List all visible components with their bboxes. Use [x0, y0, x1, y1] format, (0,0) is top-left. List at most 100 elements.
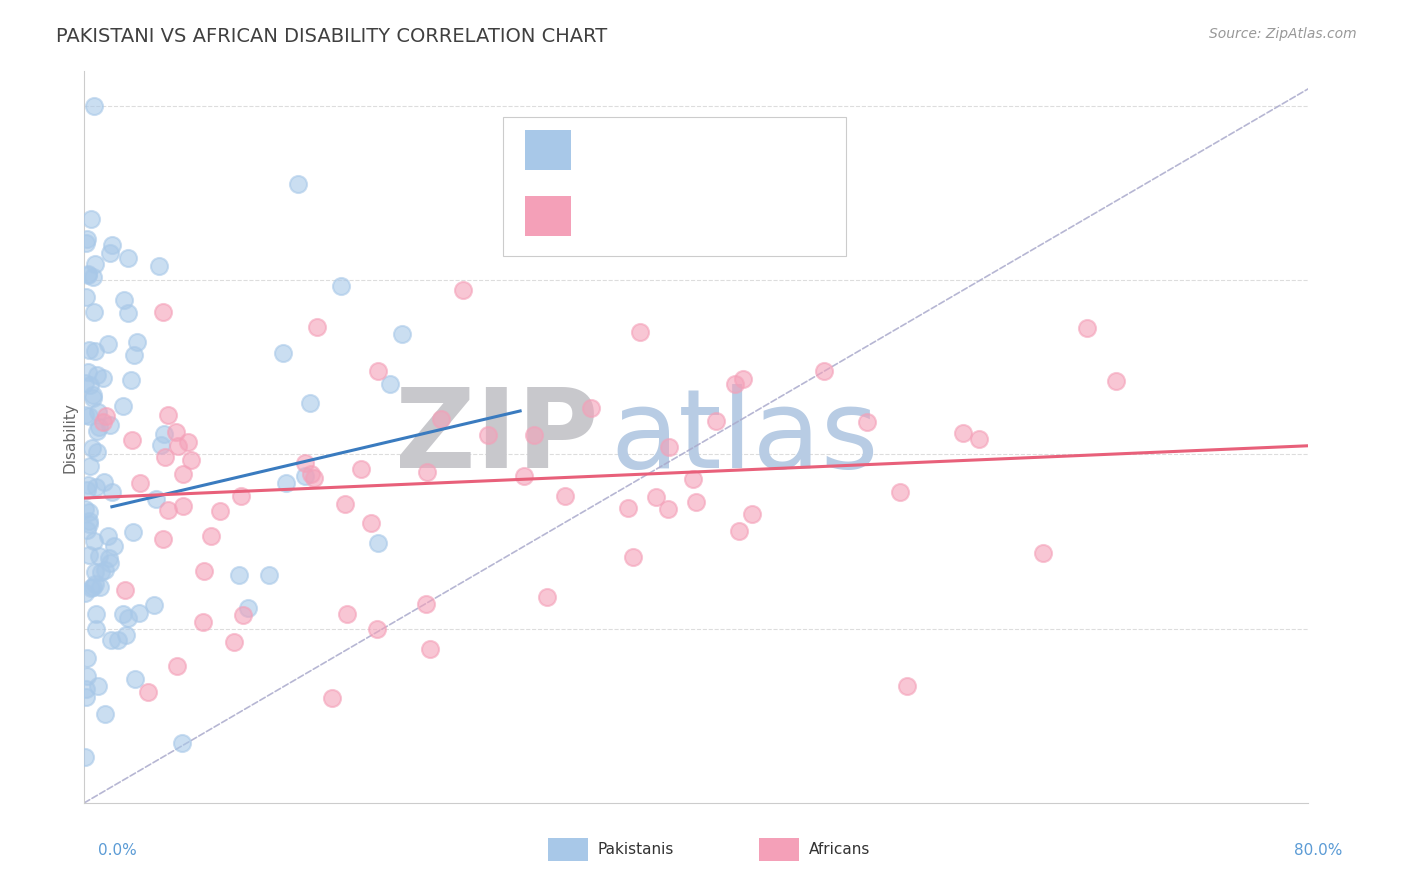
Point — [101, 485, 124, 500]
Point — [112, 607, 135, 621]
Point — [83, 533, 105, 548]
Point — [82, 442, 104, 456]
Point — [94, 409, 117, 424]
Point — [523, 427, 546, 442]
Point — [97, 529, 120, 543]
Point — [124, 672, 146, 686]
Text: Source: ZipAtlas.com: Source: ZipAtlas.com — [1209, 27, 1357, 41]
Point — [350, 462, 373, 476]
Point — [97, 337, 120, 351]
Point — [236, 600, 259, 615]
Point — [89, 580, 111, 594]
Point — [93, 707, 115, 722]
Point — [367, 536, 389, 550]
Point — [76, 483, 98, 497]
Point — [229, 489, 252, 503]
Point — [302, 471, 325, 485]
Point — [333, 497, 356, 511]
Point — [704, 415, 727, 429]
Point — [82, 270, 104, 285]
Point — [477, 428, 499, 442]
Point — [77, 514, 100, 528]
FancyBboxPatch shape — [503, 117, 846, 256]
Point — [419, 642, 441, 657]
Point — [80, 211, 103, 226]
Point — [153, 450, 176, 464]
Text: atlas: atlas — [610, 384, 879, 491]
Point — [84, 623, 107, 637]
Point — [76, 669, 98, 683]
Point — [103, 539, 125, 553]
Point — [75, 586, 97, 600]
Point — [75, 235, 97, 250]
Point — [967, 432, 990, 446]
Point — [98, 551, 121, 566]
Point — [87, 680, 110, 694]
Point — [200, 529, 222, 543]
Point — [271, 346, 294, 360]
Point — [628, 325, 651, 339]
Point — [143, 599, 166, 613]
Point — [83, 304, 105, 318]
Text: ZIP: ZIP — [395, 384, 598, 491]
Point — [82, 388, 104, 402]
Point — [152, 532, 174, 546]
Text: 80.0%: 80.0% — [1295, 843, 1343, 858]
Text: R = 0.258   N = 98: R = 0.258 N = 98 — [589, 139, 747, 157]
Point — [115, 628, 138, 642]
Point — [84, 479, 107, 493]
Point — [813, 364, 835, 378]
Point — [232, 607, 254, 622]
Point — [579, 401, 602, 415]
Point — [157, 408, 180, 422]
Point — [336, 607, 359, 622]
Point — [98, 417, 121, 432]
Point — [658, 441, 681, 455]
Point — [145, 491, 167, 506]
Point — [645, 490, 668, 504]
Point — [79, 458, 101, 473]
Point — [952, 426, 974, 441]
Point — [741, 508, 763, 522]
Point — [685, 495, 707, 509]
Point — [128, 606, 150, 620]
Point — [120, 373, 142, 387]
Point — [121, 434, 143, 448]
Point — [451, 284, 474, 298]
Point — [86, 445, 108, 459]
Point — [117, 306, 139, 320]
Point — [91, 370, 114, 384]
Point — [77, 409, 100, 423]
Point — [100, 633, 122, 648]
Point — [896, 679, 918, 693]
Point — [83, 577, 105, 591]
Point — [77, 548, 100, 562]
Point — [107, 633, 129, 648]
Text: Africans: Africans — [808, 842, 870, 856]
Point — [84, 344, 107, 359]
Point — [222, 634, 245, 648]
Point — [76, 231, 98, 245]
Point — [84, 257, 107, 271]
Point — [125, 335, 148, 350]
Point — [75, 750, 97, 764]
Point — [84, 565, 107, 579]
Point — [93, 415, 115, 429]
Point — [94, 563, 117, 577]
Point — [191, 615, 214, 629]
Point — [149, 438, 172, 452]
Point — [90, 565, 112, 579]
Point — [98, 245, 121, 260]
Point — [76, 523, 98, 537]
Point — [122, 348, 145, 362]
Point — [621, 550, 644, 565]
Point — [294, 469, 316, 483]
Point — [170, 736, 193, 750]
Point — [617, 501, 640, 516]
Point — [82, 580, 104, 594]
Point — [75, 690, 97, 705]
Point — [208, 504, 231, 518]
Point — [87, 420, 110, 434]
Point — [148, 259, 170, 273]
Point — [305, 320, 328, 334]
